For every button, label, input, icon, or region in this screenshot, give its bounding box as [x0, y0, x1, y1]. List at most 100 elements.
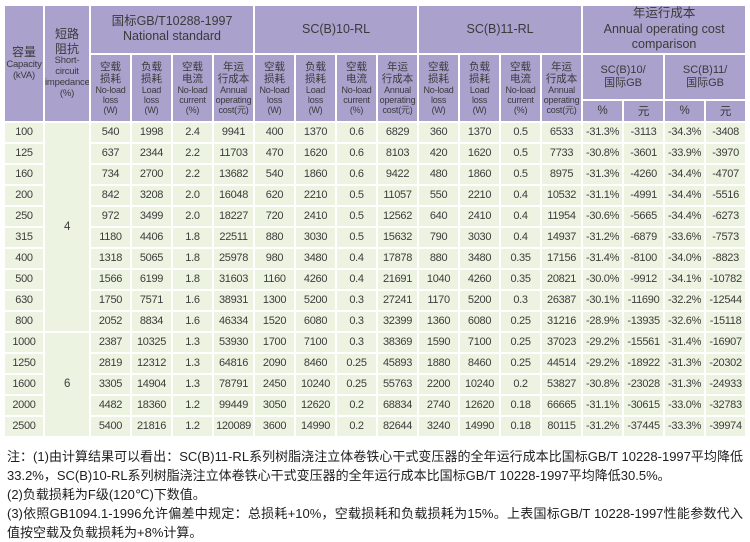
cell-value: 37023 [542, 332, 582, 352]
cell-value: 540 [91, 122, 130, 142]
subheader-en: Load loss (W) [141, 84, 162, 115]
cell-value: 38369 [378, 332, 418, 352]
cell-value: 9422 [378, 164, 418, 184]
cell-value: 0.4 [501, 185, 541, 205]
cell-value: -5665 [624, 206, 664, 226]
cell-capacity: 160 [5, 164, 43, 184]
cell-value: -34.4% [665, 185, 705, 205]
cell-value: 3305 [91, 374, 130, 394]
cell-value: 12620 [460, 395, 500, 415]
cell-capacity: 125 [5, 143, 43, 163]
cell-value: -34.4% [665, 164, 705, 184]
cell-value: 26387 [542, 290, 582, 310]
subheader-en: Annual operating cost(元) [543, 84, 580, 115]
cell-value: 5400 [91, 416, 130, 436]
cell-value: -39974 [706, 416, 746, 436]
cell-value: 3499 [132, 206, 171, 226]
cell-capacity: 500 [5, 269, 43, 289]
cell-value: 1040 [419, 269, 459, 289]
cell-value: 2.0 [173, 206, 212, 226]
cell-value: 45893 [378, 353, 418, 373]
subheader-en: Load loss (W) [305, 84, 326, 115]
cell-value: 120089 [214, 416, 254, 436]
cell-value: -8823 [706, 248, 746, 268]
cell-value: 22511 [214, 227, 254, 247]
cell-value: 3600 [255, 416, 295, 436]
subheader-zh: 年运 行成本 [217, 60, 250, 85]
cell-value: 6829 [378, 122, 418, 142]
cell-value: 68834 [378, 395, 418, 415]
subheader-en: No-load current (%) [505, 84, 536, 115]
table-row: 2000 4482 18360 1.2 99449 3050 12620 0.2 68834 27… [5, 395, 746, 415]
cell-value: 1998 [132, 122, 171, 142]
cell-value: 1.6 [173, 311, 212, 331]
cell-value: 8460 [460, 353, 500, 373]
cell-value: 540 [255, 164, 295, 184]
cell-value: -16907 [706, 332, 746, 352]
cell-capacity: 400 [5, 248, 43, 268]
cell-value: 8103 [378, 143, 418, 163]
cell-value: 2.0 [173, 185, 212, 205]
cell-value: 0.18 [501, 395, 541, 415]
cell-value: 17878 [378, 248, 418, 268]
subheader-zh: 空载 电流 [346, 60, 368, 85]
table-row: 800 2052 8834 1.6 46334 1520 6080 0.3 32399 1360 6… [5, 311, 746, 331]
cell-value: 6080 [460, 311, 500, 331]
cell-value: 38931 [214, 290, 254, 310]
cell-value: -31.4% [665, 332, 705, 352]
cell-value: 1170 [419, 290, 459, 310]
cell-value: 2.4 [173, 122, 212, 142]
cell-value: 1.3 [173, 332, 212, 352]
cell-value: 0.25 [501, 311, 541, 331]
cell-value: -12544 [706, 290, 746, 310]
cell-value: -3970 [706, 143, 746, 163]
cell-value: 0.3 [501, 290, 541, 310]
cell-value: 1370 [296, 122, 336, 142]
cell-value: 972 [91, 206, 130, 226]
cell-value: 8975 [542, 164, 582, 184]
header-comparison-sc10-pct: % [583, 100, 623, 121]
cell-value: 980 [255, 248, 295, 268]
cell-value: 5200 [460, 290, 500, 310]
header-sc11-annual-cost: 年运 行成本 Annual operating cost(元) [542, 54, 582, 121]
cell-value: 1566 [91, 269, 130, 289]
cell-value: 16048 [214, 185, 254, 205]
cell-value: 0.5 [501, 122, 541, 142]
cell-value: 4406 [132, 227, 171, 247]
cell-value: 1590 [419, 332, 459, 352]
table-row: 315 1180 4406 1.8 22511 880 3030 0.5 15632 790 303… [5, 227, 746, 247]
cell-value: -33.6% [665, 227, 705, 247]
header-comparison-sc11-yuan: 元 [706, 100, 746, 121]
cell-value: 2.2 [173, 143, 212, 163]
cell-value: 2052 [91, 311, 130, 331]
header-group-sc11: SC(B)11-RL [419, 6, 582, 53]
cell-value: 4482 [91, 395, 130, 415]
cell-value: 1318 [91, 248, 130, 268]
header-sc11-noload-current: 空载 电流 No-load current (%) [501, 54, 541, 121]
cell-value: 1300 [255, 290, 295, 310]
cell-capacity: 1600 [5, 374, 43, 394]
cell-value: 27241 [378, 290, 418, 310]
header-gb-noload-current: 空载 电流 No-load current (%) [173, 54, 212, 121]
subheader-en: No-load current (%) [341, 84, 372, 115]
cell-value: 53827 [542, 374, 582, 394]
cell-value: 0.25 [337, 353, 377, 373]
cell-value: -13935 [624, 311, 664, 331]
cell-value: 18227 [214, 206, 254, 226]
table-row: 1250 2819 12312 1.3 64816 2090 8460 0.25 45893 18… [5, 353, 746, 373]
cell-value: -30.1% [583, 290, 623, 310]
cell-value: -4991 [624, 185, 664, 205]
cell-value: -5516 [706, 185, 746, 205]
cell-value: 14937 [542, 227, 582, 247]
cell-value: 1.3 [173, 374, 212, 394]
cell-value: 2.2 [173, 164, 212, 184]
cell-value: 2090 [255, 353, 295, 373]
cell-value: 0.5 [337, 227, 377, 247]
cell-value: 550 [419, 185, 459, 205]
cell-value: 0.25 [337, 374, 377, 394]
cell-value: 3480 [296, 248, 336, 268]
subheader-zh: 年运 行成本 [545, 60, 578, 85]
footnote-2: (2)负载损耗为F级(120℃)下数值。 [7, 486, 206, 502]
cell-value: 1160 [255, 269, 295, 289]
